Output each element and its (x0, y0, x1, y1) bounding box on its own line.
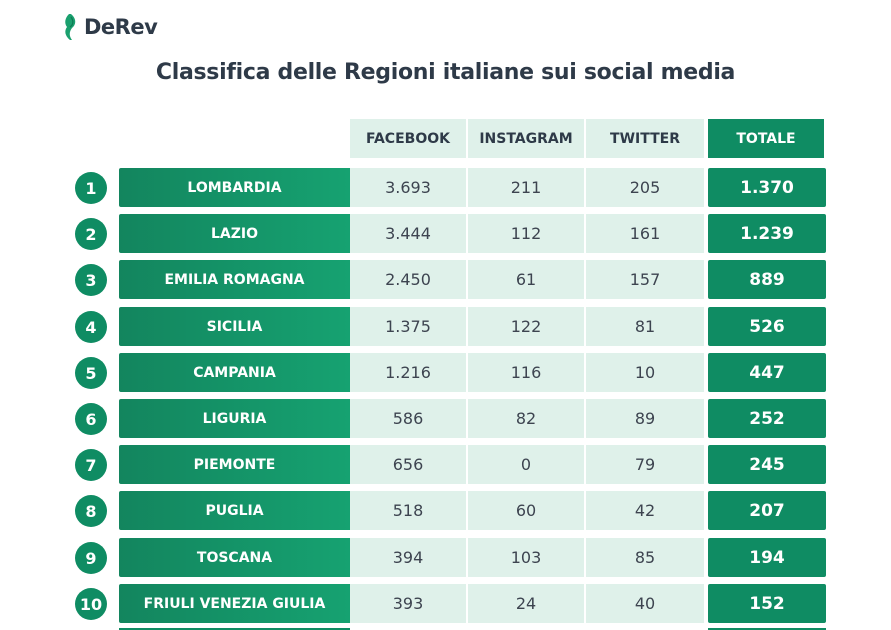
region-name: LIGURIA (119, 399, 350, 438)
twitter-value: 10 (586, 353, 704, 392)
rank-badge: 6 (75, 403, 107, 435)
rank-badge: 3 (75, 264, 107, 296)
region-name: PUGLIA (119, 491, 350, 530)
facebook-value: 2.450 (350, 260, 466, 299)
instagram-value: 122 (468, 307, 584, 346)
instagram-value: 112 (468, 214, 584, 253)
twitter-value: 81 (586, 307, 704, 346)
region-name: SICILIA (119, 307, 350, 346)
facebook-value: 656 (350, 445, 466, 484)
twitter-value: 79 (586, 445, 704, 484)
facebook-value: 393 (350, 584, 466, 623)
page-title: Classifica delle Regioni italiane sui so… (155, 60, 736, 85)
rank-badge: 5 (75, 357, 107, 389)
region-name: LOMBARDIA (119, 168, 350, 207)
column-header-totale: TOTALE (708, 119, 824, 158)
region-name: TOSCANA (119, 538, 350, 577)
rank-badge: 7 (75, 449, 107, 481)
instagram-value: 24 (468, 584, 584, 623)
facebook-value: 3.444 (350, 214, 466, 253)
instagram-value: 61 (468, 260, 584, 299)
rank-badge: 2 (75, 218, 107, 250)
column-header-instagram: INSTAGRAM (468, 119, 584, 158)
facebook-value: 1.216 (350, 353, 466, 392)
instagram-value: 103 (468, 538, 584, 577)
rank-badge: 8 (75, 495, 107, 527)
total-value: 1.370 (708, 168, 826, 207)
facebook-value: 3.693 (350, 168, 466, 207)
region-name: CAMPANIA (119, 353, 350, 392)
rank-badge: 4 (75, 311, 107, 343)
twitter-value: 42 (586, 491, 704, 530)
twitter-value: 40 (586, 584, 704, 623)
region-name: LAZIO (119, 214, 350, 253)
total-value: 194 (708, 538, 826, 577)
facebook-value: 518 (350, 491, 466, 530)
total-value: 1.239 (708, 214, 826, 253)
instagram-value: 211 (468, 168, 584, 207)
instagram-value: 116 (468, 353, 584, 392)
twitter-value: 89 (586, 399, 704, 438)
twitter-value: 161 (586, 214, 704, 253)
facebook-value: 394 (350, 538, 466, 577)
total-value: 252 (708, 399, 826, 438)
instagram-value: 0 (468, 445, 584, 484)
instagram-value: 60 (468, 491, 584, 530)
column-header-twitter: TWITTER (586, 119, 704, 158)
next-row-edge (119, 628, 350, 630)
rank-badge: 10 (75, 588, 107, 620)
rank-badge: 1 (75, 172, 107, 204)
total-value: 245 (708, 445, 826, 484)
rank-badge: 9 (75, 542, 107, 574)
derev-leaf-icon (65, 14, 76, 40)
brand-name: DeRev (84, 15, 158, 39)
total-value: 889 (708, 260, 826, 299)
twitter-value: 157 (586, 260, 704, 299)
twitter-value: 85 (586, 538, 704, 577)
facebook-value: 586 (350, 399, 466, 438)
total-value: 447 (708, 353, 826, 392)
twitter-value: 205 (586, 168, 704, 207)
region-name: FRIULI VENEZIA GIULIA (119, 584, 350, 623)
facebook-value: 1.375 (350, 307, 466, 346)
total-value: 526 (708, 307, 826, 346)
next-row-total-edge (708, 628, 826, 630)
total-value: 207 (708, 491, 826, 530)
instagram-value: 82 (468, 399, 584, 438)
total-value: 152 (708, 584, 826, 623)
region-name: PIEMONTE (119, 445, 350, 484)
region-name: EMILIA ROMAGNA (119, 260, 350, 299)
brand-logo: DeRev (62, 13, 158, 41)
column-header-facebook: FACEBOOK (350, 119, 466, 158)
